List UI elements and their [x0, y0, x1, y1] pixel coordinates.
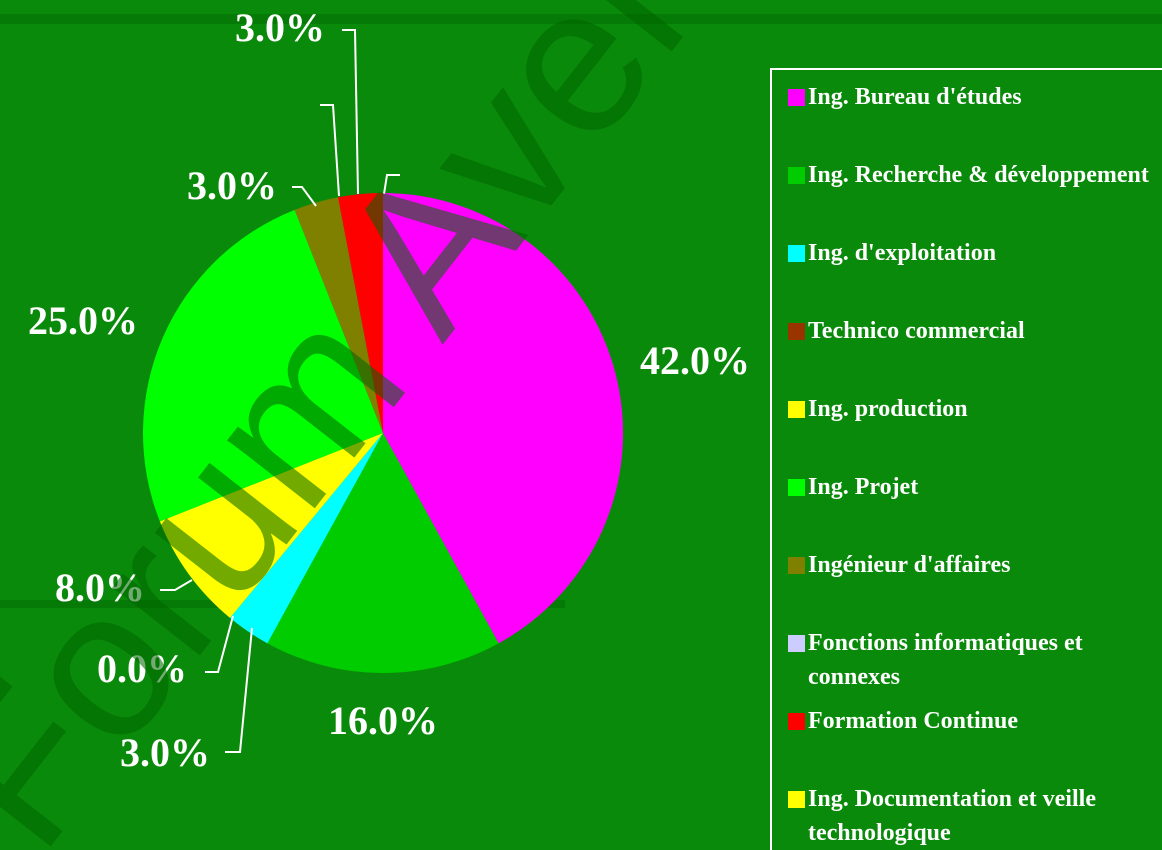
legend-label: Ing. Documentation et veille technologiq… [808, 786, 1096, 846]
legend-label: Ing. d'exploitation [808, 240, 997, 266]
legend-swatch [788, 635, 805, 652]
data-label: 16.0% [328, 698, 438, 743]
leader-line [383, 174, 400, 195]
pie-slice [294, 197, 383, 433]
legend-item: Ing. d'exploitation [780, 236, 1160, 270]
leader-line [292, 186, 317, 207]
legend-swatch [788, 89, 805, 106]
legend-item: Ingénieur d'affaires [780, 548, 1160, 582]
leaders [160, 29, 400, 753]
pie-slice [230, 433, 383, 644]
legend-swatch [788, 557, 805, 574]
legend-item: Ing. production [780, 392, 1160, 426]
legend-label: Technico commercial [808, 318, 1025, 344]
legend-label: Ing. Recherche & développement [808, 162, 1149, 188]
legend-item: Fonctions informatiques et connexes [780, 626, 1160, 694]
legend-label: Fonctions informatiques et connexes [808, 630, 1083, 690]
legend-item: Ing. Recherche & développement [780, 158, 1160, 192]
data-label: 8.0% [55, 565, 145, 610]
pie-slice [267, 433, 499, 673]
legend-label: Ingénieur d'affaires [808, 552, 1011, 578]
data-label: 3.0% [187, 163, 277, 208]
data-label: 42.0% [640, 338, 750, 383]
data-label: 3.0% [120, 730, 210, 775]
legend-swatch [788, 401, 805, 418]
leader-line [320, 104, 340, 197]
legend: Ing. Bureau d'études Ing. Recherche & dév… [770, 68, 1162, 850]
legend-label: Ing. Projet [808, 474, 919, 500]
data-label: 0.0% [97, 646, 187, 691]
legend-item: Ing. Projet [780, 470, 1160, 504]
pie-slice [338, 193, 383, 433]
legend-swatch [788, 323, 805, 340]
pie-slice [143, 209, 383, 522]
data-label: 3.0% [235, 5, 325, 50]
legend-item: Ing. Documentation et veille technologiq… [780, 782, 1160, 850]
pie-slice [383, 193, 624, 644]
leader-line [342, 29, 359, 195]
pie [143, 193, 624, 673]
data-label: 25.0% [28, 298, 138, 343]
legend-swatch [788, 479, 805, 496]
leader-line [205, 615, 234, 673]
legend-swatch [788, 245, 805, 262]
pie-slice [159, 433, 383, 618]
leader-line [225, 627, 253, 753]
legend-swatch [788, 791, 805, 808]
legend-label: Ing. production [808, 396, 968, 422]
legend-label: Formation Continue [808, 708, 1018, 734]
legend-item: Technico commercial [780, 314, 1160, 348]
band [0, 14, 1162, 24]
labels: 42.0% 16.0% 3.0% 0.0% 8.0% 25.0% 3.0% 3.0% [28, 5, 750, 775]
leader-line [160, 579, 193, 591]
legend-label: Ing. Bureau d'études [808, 84, 1022, 110]
legend-swatch [788, 167, 805, 184]
legend-item: Formation Continue [780, 704, 1160, 738]
legend-item: Ing. Bureau d'études [780, 80, 1160, 114]
legend-swatch [788, 713, 805, 730]
